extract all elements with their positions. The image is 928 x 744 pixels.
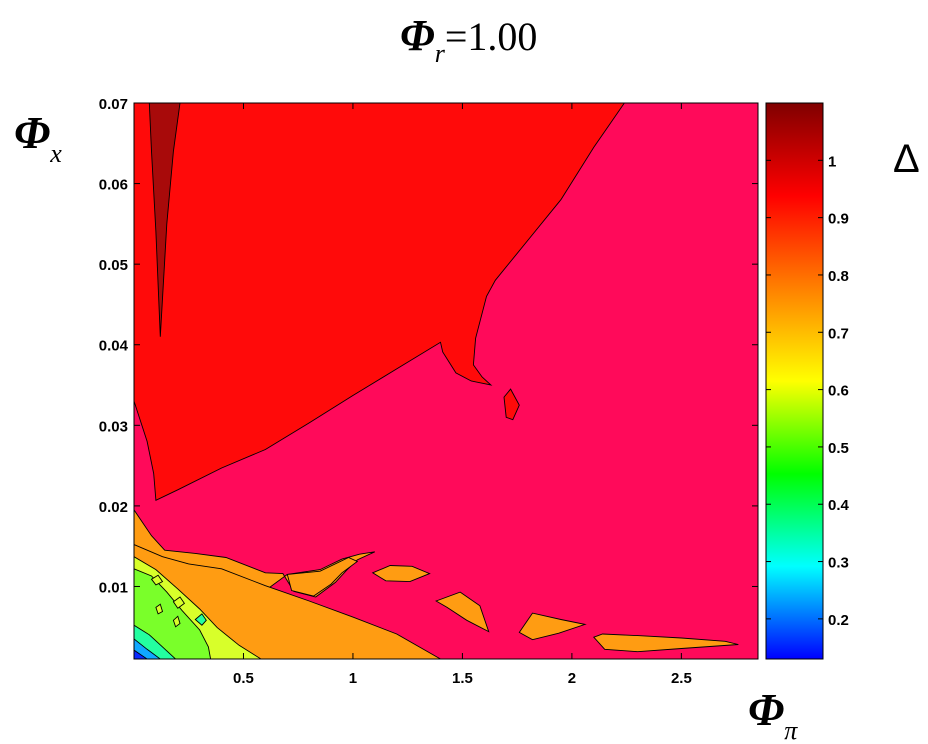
colorbar: 0.2 0.3 0.4 0.5 0.6 0.7 0.8 0.9 1 Δ [765, 102, 920, 660]
colorbar-tick-label: 1 [828, 153, 836, 170]
x-tick-label: 2.5 [671, 670, 692, 687]
y-tick-label: 0.03 [99, 418, 128, 435]
colorbar-gradient [765, 102, 824, 660]
y-tick-label: 0.05 [99, 257, 128, 274]
contour-region-6 [286, 557, 359, 597]
contour-region-9 [518, 612, 587, 641]
x-axis-label: Φπ [748, 684, 798, 744]
x-axis-symbol: Φ [748, 684, 784, 735]
colorbar-tick-label: 0.6 [828, 383, 849, 400]
svg-text:Φr=1.00: Φr=1.00 [400, 11, 537, 68]
colorbar-label: Δ [893, 137, 920, 181]
contour-region-1 [503, 388, 520, 421]
colorbar-tick-label: 0.3 [828, 555, 849, 572]
contour-region-7 [371, 565, 431, 583]
colorbar-tick-label: 0.5 [828, 440, 849, 457]
contour-region-8 [435, 591, 490, 633]
contour-region-16 [150, 574, 164, 586]
y-tick-label: 0.06 [99, 177, 128, 194]
y-tick-label: 0.02 [99, 499, 128, 516]
y-tick-label: 0.04 [99, 338, 129, 355]
title-symbol: Φ [400, 11, 435, 60]
contour-regions [133, 102, 739, 660]
colorbar-tick-label: 0.9 [828, 211, 849, 228]
y-axis-subscript: x [49, 139, 62, 168]
svg-text:Φπ: Φπ [748, 684, 798, 744]
y-axis-label: Φx [14, 107, 62, 168]
x-tick-label: 1 [349, 670, 357, 687]
colorbar-ticks: 0.2 0.3 0.4 0.5 0.6 0.7 0.8 0.9 1 [766, 153, 850, 629]
y-axis-ticks: 0.01 0.02 0.03 0.04 0.05 0.06 0.07 [99, 96, 758, 596]
svg-text:Φx: Φx [14, 107, 62, 168]
contour-region-12 [133, 568, 212, 660]
contour-region-19 [172, 615, 181, 628]
colorbar-tick-label: 0.8 [828, 268, 849, 285]
x-tick-label: 2 [568, 670, 576, 687]
title-value: =1.00 [445, 14, 538, 59]
x-axis-ticks: 0.5 1 1.5 2 2.5 [233, 103, 692, 687]
plot-area [133, 102, 759, 660]
colorbar-tick-label: 0.2 [828, 612, 849, 629]
title-subscript: r [435, 39, 446, 68]
y-axis-symbol: Φ [14, 107, 50, 158]
plot-frame [133, 102, 759, 660]
colorbar-tick-label: 0.7 [828, 325, 849, 342]
x-tick-label: 0.5 [233, 670, 254, 687]
contour-region-2 [148, 102, 181, 337]
contour-region-0 [133, 102, 626, 501]
contour-region-20 [194, 613, 207, 626]
x-axis-subscript: π [784, 716, 798, 744]
y-tick-label: 0.07 [99, 96, 128, 113]
colorbar-tick-label: 0.4 [828, 497, 850, 514]
y-tick-label: 0.01 [99, 579, 128, 596]
contour-region-18 [155, 603, 164, 615]
x-tick-label: 1.5 [452, 670, 473, 687]
contour-region-17 [172, 596, 186, 609]
chart-title: Φr=1.00 [400, 11, 537, 68]
contour-region-10 [593, 633, 739, 653]
